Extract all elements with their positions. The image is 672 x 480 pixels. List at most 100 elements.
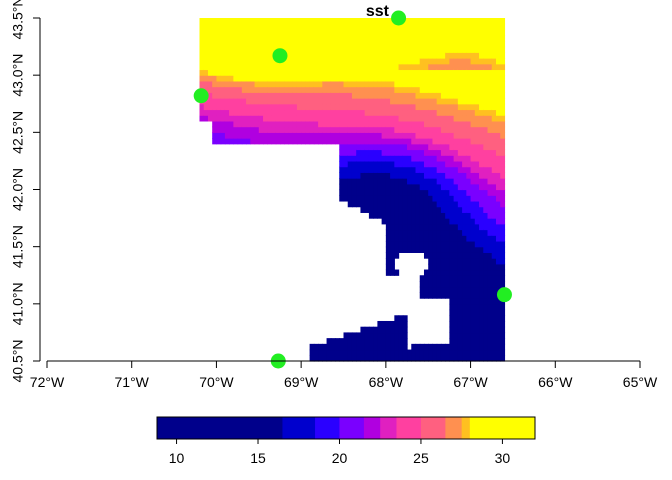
raster-cell	[475, 47, 480, 53]
raster-cell	[441, 201, 446, 207]
raster-cell	[360, 132, 365, 138]
raster-cell	[483, 18, 488, 24]
raster-cell	[449, 24, 454, 30]
raster-cell	[250, 115, 255, 121]
raster-cell	[437, 18, 442, 24]
raster-cell	[475, 207, 480, 213]
raster-cell	[454, 47, 459, 53]
raster-cell	[318, 58, 323, 64]
raster-cell	[373, 350, 378, 356]
raster-cell	[390, 47, 395, 53]
raster-cell	[492, 172, 497, 178]
raster-cell	[424, 69, 429, 75]
raster-cell	[479, 184, 484, 190]
raster-cell	[407, 98, 412, 104]
raster-cell	[377, 18, 382, 24]
raster-cell	[344, 195, 349, 201]
raster-cell	[204, 115, 209, 121]
raster-cell	[301, 109, 306, 115]
raster-cell	[394, 47, 399, 53]
raster-cell	[488, 218, 493, 224]
raster-cell	[386, 149, 391, 155]
raster-cell	[221, 47, 226, 53]
raster-cell	[492, 69, 497, 75]
raster-cell	[390, 87, 395, 93]
raster-cell	[411, 109, 416, 115]
raster-cell	[352, 195, 357, 201]
raster-cell	[318, 75, 323, 81]
raster-cell	[255, 81, 260, 87]
raster-cell	[483, 235, 488, 241]
raster-cell	[310, 29, 315, 35]
raster-cell	[386, 35, 391, 41]
raster-cell	[318, 127, 323, 133]
raster-cell	[216, 18, 221, 24]
raster-cell	[212, 41, 217, 47]
raster-cell	[403, 350, 408, 356]
raster-cell	[483, 190, 488, 196]
raster-cell	[445, 292, 450, 298]
raster-cell	[500, 161, 505, 167]
raster-cell	[394, 247, 399, 253]
raster-cell	[356, 64, 361, 70]
raster-cell	[458, 201, 463, 207]
raster-cell	[407, 47, 412, 53]
raster-cell	[327, 75, 332, 81]
raster-cell	[445, 190, 450, 196]
raster-cell	[365, 98, 370, 104]
raster-cell	[310, 138, 315, 144]
raster-cell	[339, 138, 344, 144]
raster-cell	[496, 35, 501, 41]
raster-cell	[356, 161, 361, 167]
raster-cell	[428, 121, 433, 127]
raster-cell	[373, 47, 378, 53]
raster-cell	[416, 144, 421, 150]
y-tick-label: 41.5°N	[10, 225, 26, 268]
raster-cell	[394, 81, 399, 87]
raster-cell	[255, 115, 260, 121]
raster-cell	[500, 218, 505, 224]
raster-cell	[500, 127, 505, 133]
raster-cell	[352, 167, 357, 173]
raster-cell	[492, 298, 497, 304]
raster-cell	[250, 132, 255, 138]
raster-cell	[208, 69, 213, 75]
raster-cell	[500, 212, 505, 218]
raster-cell	[250, 92, 255, 98]
raster-cell	[382, 144, 387, 150]
raster-cell	[212, 58, 217, 64]
raster-cell	[441, 241, 446, 247]
raster-cell	[331, 75, 336, 81]
raster-cell	[500, 281, 505, 287]
raster-cell	[365, 132, 370, 138]
raster-cell	[471, 24, 476, 30]
raster-cell	[369, 207, 374, 213]
raster-cell	[496, 178, 501, 184]
raster-cell	[263, 41, 268, 47]
raster-cell	[229, 75, 234, 81]
raster-cell	[449, 18, 454, 24]
raster-cell	[403, 218, 408, 224]
colorbar-segment	[380, 417, 397, 439]
raster-cell	[466, 332, 471, 338]
raster-cell	[373, 201, 378, 207]
raster-cell	[356, 201, 361, 207]
raster-cell	[360, 127, 365, 133]
raster-cell	[420, 195, 425, 201]
raster-cell	[492, 144, 497, 150]
raster-cell	[233, 115, 238, 121]
raster-cell	[500, 24, 505, 30]
raster-cell	[399, 350, 404, 356]
raster-cell	[471, 332, 476, 338]
raster-cell	[420, 58, 425, 64]
raster-cell	[394, 178, 399, 184]
raster-cell	[445, 252, 450, 258]
raster-cell	[488, 292, 493, 298]
raster-cell	[242, 132, 247, 138]
raster-cell	[458, 212, 463, 218]
raster-cell	[441, 247, 446, 253]
raster-cell	[449, 109, 454, 115]
raster-cell	[445, 201, 450, 207]
raster-cell	[216, 104, 221, 110]
raster-cell	[373, 92, 378, 98]
